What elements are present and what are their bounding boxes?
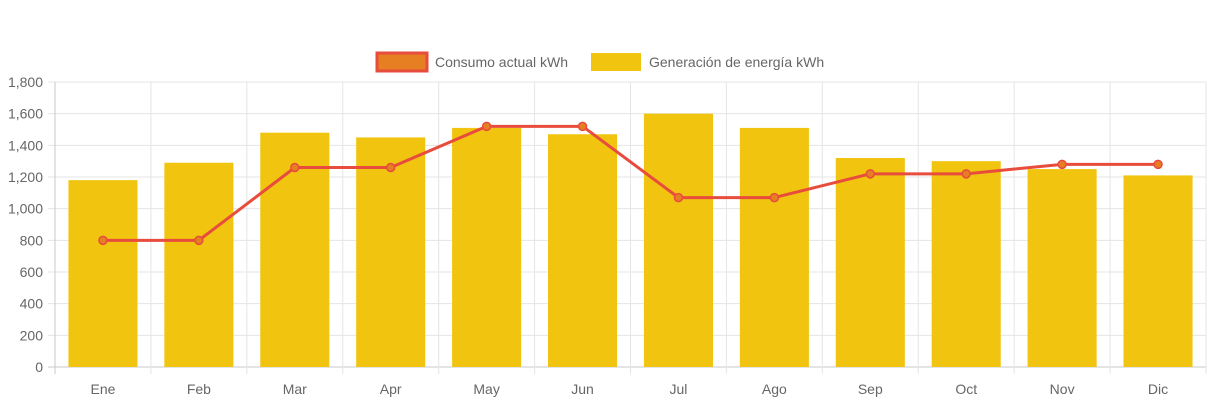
point-consumo[interactable] (98, 235, 108, 246)
x-tick-label: Dic (1148, 381, 1168, 397)
bar-generacion[interactable] (452, 127, 522, 368)
x-tick-label: Ene (90, 381, 115, 397)
bar-generacion[interactable] (931, 161, 1001, 367)
x-tick-label: Feb (187, 381, 211, 397)
point-consumo[interactable] (385, 162, 396, 173)
bar-generacion[interactable] (356, 137, 426, 367)
line-series-consumo (98, 121, 1163, 246)
legend: Consumo actual kWh Generación de energía… (375, 51, 824, 73)
y-tick-label: 1,600 (8, 106, 43, 122)
point-consumo[interactable] (1153, 159, 1163, 170)
y-tick-label: 1,400 (8, 137, 43, 153)
point-consumo[interactable] (481, 121, 492, 132)
point-consumo[interactable] (769, 192, 780, 203)
point-consumo[interactable] (290, 162, 300, 173)
y-tick-label: 0 (35, 359, 43, 375)
line-consumo (102, 124, 1159, 242)
y-tick-label: 800 (20, 232, 44, 248)
x-tick-label: Mar (283, 381, 307, 397)
y-tick-label: 400 (20, 296, 44, 312)
x-tick-label: Ago (762, 381, 787, 397)
x-axis: Ene Feb Mar Apr May Jun Jul Ago Sep Oct Nov Dic (90, 381, 1168, 397)
legend-swatch-consumo (375, 51, 429, 73)
x-tick-label: May (473, 381, 499, 397)
bar-generacion[interactable] (643, 113, 713, 368)
bar-generacion[interactable] (1123, 175, 1193, 367)
bar-generacion[interactable] (164, 162, 234, 367)
bar-generacion[interactable] (548, 134, 618, 367)
legend-swatch-generacion (591, 53, 641, 71)
bar-generacion[interactable] (1027, 169, 1097, 367)
y-axis: 0 200 400 600 800 1,000 1,200 1,400 1,600 1,800 (8, 74, 43, 375)
y-tick-label: 1,800 (8, 74, 43, 90)
point-consumo[interactable] (577, 121, 588, 132)
x-tick-label: Jul (670, 381, 688, 397)
y-tick-label: 1,000 (8, 201, 43, 217)
point-consumo[interactable] (673, 192, 684, 203)
legend-item-generacion[interactable]: Generación de energía kWh (591, 53, 824, 71)
bar-series-generacion (68, 113, 1193, 368)
x-tick-label: Jun (571, 381, 594, 397)
x-tick-label: Apr (380, 381, 402, 397)
legend-label-consumo: Consumo actual kWh (435, 54, 568, 70)
x-tick-label: Sep (858, 381, 883, 397)
legend-label-generacion: Generación de energía kWh (649, 54, 824, 70)
x-tick-label: Oct (955, 381, 977, 397)
y-tick-label: 600 (20, 264, 44, 280)
point-consumo[interactable] (865, 169, 876, 179)
point-consumo[interactable] (194, 235, 204, 246)
bar-generacion[interactable] (68, 180, 138, 367)
bar-generacion[interactable] (835, 158, 905, 367)
y-tick-label: 200 (20, 327, 44, 343)
legend-item-consumo[interactable]: Consumo actual kWh (375, 51, 568, 73)
x-tick-label: Nov (1050, 381, 1075, 397)
point-consumo[interactable] (961, 169, 971, 179)
bar-generacion[interactable] (739, 127, 809, 368)
point-consumo[interactable] (1057, 159, 1067, 170)
y-tick-label: 1,200 (8, 169, 43, 185)
